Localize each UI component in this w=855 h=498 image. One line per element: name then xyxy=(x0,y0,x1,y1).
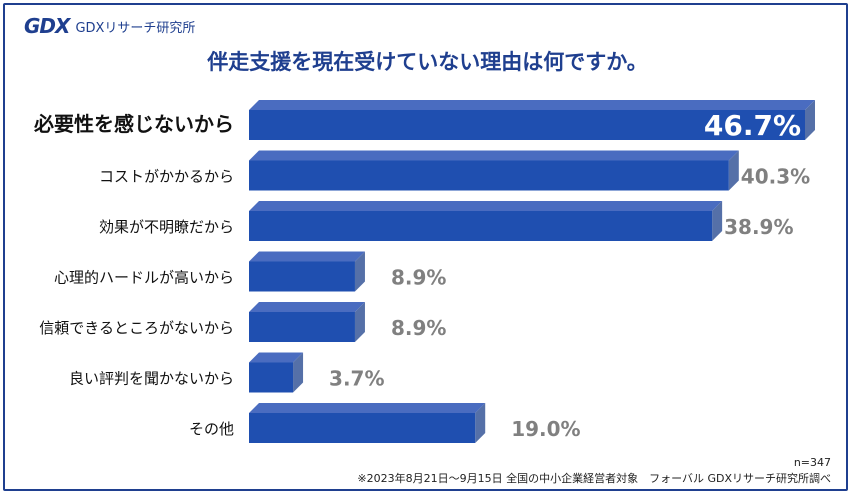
bar xyxy=(249,312,355,342)
gdx-logo-mark: GDX xyxy=(24,14,70,38)
bar-top-face xyxy=(249,251,365,262)
value-label: 40.3% xyxy=(741,165,810,189)
category-label: 心理的ハードルが高いから xyxy=(54,269,234,287)
bar-top-face xyxy=(249,150,739,161)
bar xyxy=(249,160,729,191)
category-label: 良い評判を聞かないから xyxy=(69,370,234,388)
bar-top-face xyxy=(249,201,723,211)
category-label: 効果が不明瞭だから xyxy=(99,218,234,236)
value-label: 46.7% xyxy=(704,109,801,142)
bar-side-face xyxy=(712,201,723,241)
bar xyxy=(249,362,294,393)
value-label: 3.7% xyxy=(329,367,384,391)
sample-size: n=347 xyxy=(793,456,831,469)
bar xyxy=(249,413,476,443)
value-label: 38.9% xyxy=(724,215,793,239)
value-label: 8.9% xyxy=(391,316,446,340)
bar-side-face xyxy=(354,251,365,292)
category-label: その他 xyxy=(189,420,234,438)
bar-side-face xyxy=(475,403,486,443)
bar xyxy=(249,211,713,241)
bar-top-face xyxy=(249,352,304,363)
value-label: 8.9% xyxy=(391,266,446,290)
bar xyxy=(249,261,355,292)
bar-top-face xyxy=(249,403,486,413)
category-label: 必要性を感じないから xyxy=(33,112,234,136)
bar-side-face xyxy=(293,352,304,393)
survey-note: ※2023年8月21日～9月15日 全国の中小企業経営者対象 フォーバル GDX… xyxy=(357,472,831,485)
bar-side-face xyxy=(805,100,815,140)
category-label: 信頼できるところがないから xyxy=(39,319,234,337)
value-label: 19.0% xyxy=(511,417,580,441)
bar xyxy=(249,110,805,140)
bar-top-face xyxy=(249,302,365,312)
bar-top-face xyxy=(249,100,815,110)
bar-side-face xyxy=(728,150,739,191)
category-label: コストがかかるから xyxy=(99,168,234,186)
logo: GDX GDXリサーチ研究所 xyxy=(24,14,195,38)
logo-text: GDXリサーチ研究所 xyxy=(75,20,196,36)
chart-title: 伴走支援を現在受けていない理由は何ですか。 xyxy=(207,50,648,74)
bar-side-face xyxy=(354,302,365,342)
